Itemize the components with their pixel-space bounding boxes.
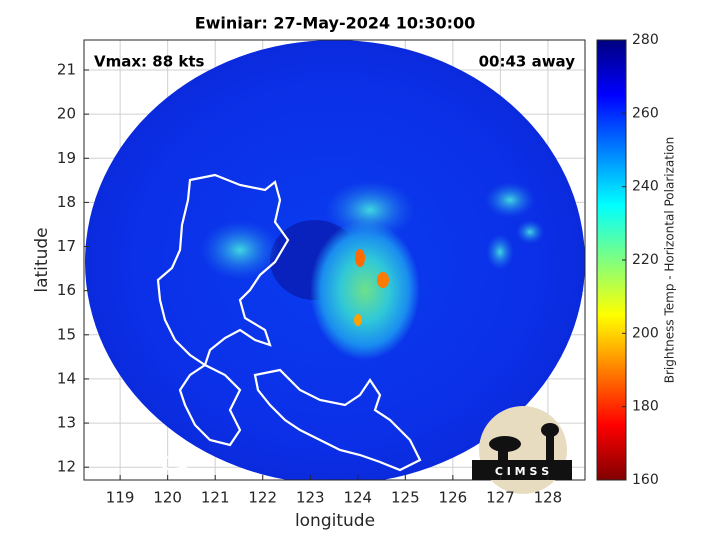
cloud-band xyxy=(486,234,514,270)
cloud-band xyxy=(200,220,280,280)
x-tick-label: 125 xyxy=(391,489,420,507)
x-tick-label: 119 xyxy=(106,489,135,507)
y-tick-label: 17 xyxy=(57,237,76,255)
colorbar-tick-label: 180 xyxy=(632,399,659,415)
y-tick-label: 19 xyxy=(57,149,76,167)
y-tick-label: 18 xyxy=(57,193,76,211)
y-tick-label: 14 xyxy=(57,369,76,387)
logo-text: C I M S S xyxy=(495,465,549,478)
imagery xyxy=(85,40,585,480)
colorbar-label: Brightness Temp - Horizontal Polarizatio… xyxy=(663,137,677,384)
y-tick-label: 21 xyxy=(57,61,76,79)
x-tick-label: 121 xyxy=(201,489,230,507)
storm-core xyxy=(310,220,420,360)
coastlines xyxy=(156,173,422,472)
convection xyxy=(377,272,389,288)
x-tick-label: 126 xyxy=(439,489,468,507)
annotation: Vmax: 88 kts xyxy=(94,53,204,71)
colorbar xyxy=(596,39,627,481)
colorbar-tick-label: 160 xyxy=(632,472,659,488)
colorbar-tick-label: 200 xyxy=(632,325,659,341)
x-tick-label: 128 xyxy=(534,489,563,507)
y-tick-label: 13 xyxy=(57,414,76,432)
convection xyxy=(354,314,362,326)
cloud-band xyxy=(516,220,544,244)
x-tick-label: 124 xyxy=(343,489,372,507)
convection xyxy=(355,249,365,267)
y-tick-label: 15 xyxy=(57,325,76,343)
y-tick-label: 12 xyxy=(57,458,76,476)
y-tick-label: 16 xyxy=(57,281,76,299)
colorbar-tick-label: 220 xyxy=(632,252,659,268)
x-tick-label: 122 xyxy=(248,489,277,507)
y-tick-label: 20 xyxy=(57,105,76,123)
annotation: 00:43 away xyxy=(479,53,576,71)
chart-title: Ewiniar: 27-May-2024 10:30:00 xyxy=(195,14,476,33)
logo: C I M S S xyxy=(472,406,572,494)
cloud-band xyxy=(325,180,415,240)
axes-frame xyxy=(83,39,586,481)
x-axis-label: longitude xyxy=(295,511,375,531)
x-tick-label: 127 xyxy=(486,489,515,507)
colorbar-tick-label: 260 xyxy=(632,105,659,121)
x-tick-label: 120 xyxy=(153,489,182,507)
cloud-band xyxy=(485,182,535,218)
x-tick-label: 123 xyxy=(296,489,325,507)
colorbar-tick-label: 280 xyxy=(632,32,659,48)
y-axis-label: latitude xyxy=(32,227,52,292)
colorbar-tick-label: 240 xyxy=(632,179,659,195)
